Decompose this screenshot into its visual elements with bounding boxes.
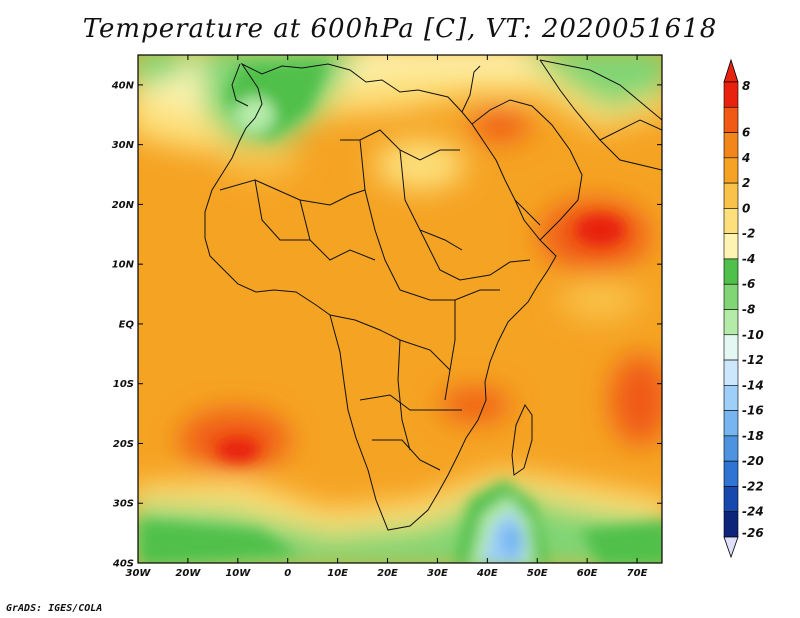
lat-tick-label: EQ bbox=[119, 319, 135, 330]
lat-tick-label: 30N bbox=[112, 140, 135, 151]
lon-tick-label: 10E bbox=[327, 568, 348, 579]
colorbar-swatch bbox=[723, 511, 739, 538]
colorbar-label: -20 bbox=[742, 454, 764, 468]
colorbar-label: 6 bbox=[742, 126, 750, 140]
colorbar-swatch bbox=[723, 359, 739, 386]
colorbar-swatch bbox=[723, 157, 739, 184]
colorbar-label: 8 bbox=[742, 79, 750, 93]
colorbar-label: 0 bbox=[742, 201, 750, 215]
colorbar-label: -18 bbox=[742, 429, 764, 443]
map-frame bbox=[137, 54, 663, 564]
colorbar-label: -26 bbox=[742, 526, 764, 540]
lon-tick-label: 70E bbox=[627, 568, 648, 579]
colorbar-swatch bbox=[723, 81, 739, 108]
lon-tick-label: 0 bbox=[284, 568, 291, 579]
colorbar-swatch bbox=[723, 132, 739, 159]
colorbar-label: -8 bbox=[742, 303, 755, 317]
colorbar-top-arrow bbox=[723, 58, 739, 83]
lon-tick-label: 30E bbox=[427, 568, 448, 579]
colorbar-label: -16 bbox=[742, 404, 764, 418]
lon-tick-label: 20W bbox=[175, 568, 201, 579]
colorbar-swatch bbox=[723, 283, 739, 310]
chart-title: Temperature at 600hPa [C], VT: 202005161… bbox=[82, 14, 718, 44]
colorbar-label: -12 bbox=[742, 353, 764, 367]
colorbar: 8 6 4 2 0 -2 -4 -6 -8 -10 -12 -14 -16 -18 -20 -22 -24 -26 bbox=[723, 58, 764, 559]
colorbar-swatch bbox=[723, 106, 739, 133]
colorbar-label: -24 bbox=[742, 505, 764, 519]
lat-tick-label: 10S bbox=[113, 379, 134, 390]
colorbar-label: -10 bbox=[742, 328, 764, 342]
lat-tick-label: 20N bbox=[112, 200, 135, 211]
colorbar-swatch bbox=[723, 460, 739, 487]
colorbar-label: 2 bbox=[742, 176, 750, 190]
colorbar-bottom-arrow bbox=[723, 536, 739, 559]
lat-tick-label: 40S bbox=[112, 559, 134, 570]
colorbar-swatch bbox=[723, 435, 739, 462]
colorbar-swatch bbox=[723, 309, 739, 336]
lat-tick-label: 10N bbox=[112, 260, 135, 271]
colorbar-label: -14 bbox=[742, 378, 764, 392]
colorbar-swatch bbox=[723, 208, 739, 234]
lat-tick-label: 20S bbox=[113, 439, 134, 450]
lon-tick-label: 30W bbox=[126, 568, 152, 579]
lon-tick-label: 10W bbox=[225, 568, 251, 579]
colorbar-swatch bbox=[723, 334, 739, 361]
colorbar-label: -22 bbox=[742, 479, 764, 493]
colorbar-label: -2 bbox=[742, 227, 755, 241]
colorbar-label: -4 bbox=[742, 252, 755, 266]
colorbar-swatch bbox=[723, 410, 739, 437]
colorbar-swatch bbox=[723, 486, 739, 513]
temperature-field bbox=[138, 55, 662, 563]
lon-tick-label: 20E bbox=[377, 568, 398, 579]
lat-tick-label: 40N bbox=[111, 80, 135, 91]
lon-tick-label: 40E bbox=[476, 568, 498, 579]
colorbar-swatch bbox=[723, 385, 739, 411]
colorbar-label: -6 bbox=[742, 277, 755, 291]
lat-tick-label: 30S bbox=[113, 499, 134, 510]
colorbar-swatch bbox=[723, 233, 739, 260]
colorbar-swatch bbox=[723, 182, 739, 209]
colorbar-label: 4 bbox=[741, 151, 750, 165]
lon-tick-label: 50E bbox=[527, 568, 548, 579]
colorbar-swatch bbox=[723, 258, 739, 285]
lon-tick-label: 60E bbox=[577, 568, 598, 579]
grads-credit: GrADS: IGES/COLA bbox=[6, 603, 103, 614]
